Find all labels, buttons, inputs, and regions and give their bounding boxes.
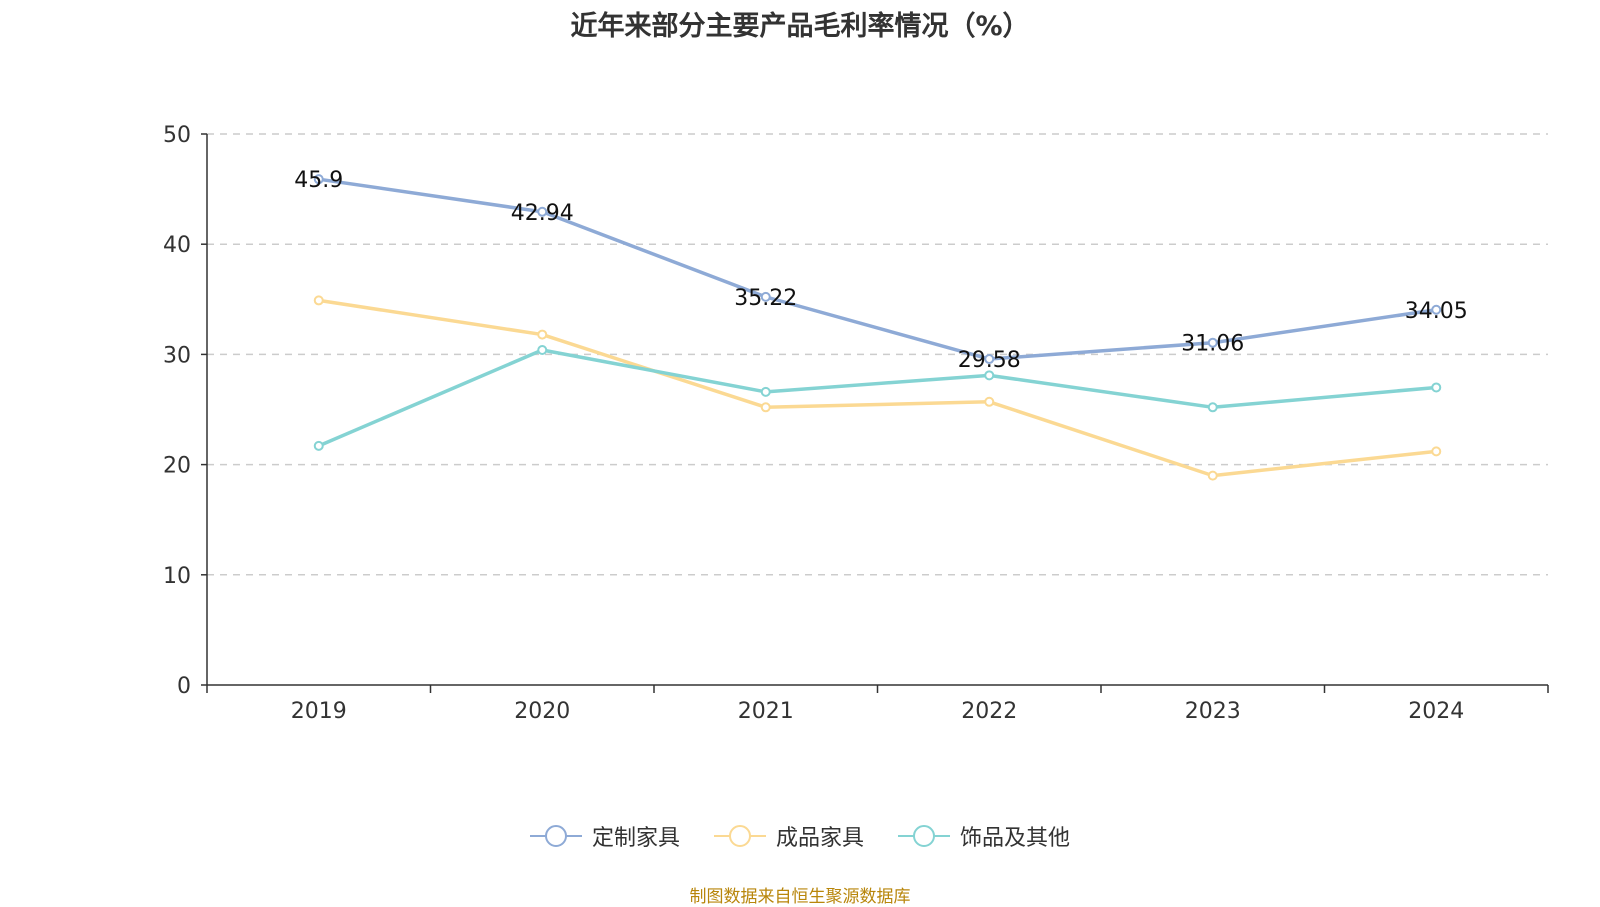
data-point [984, 354, 995, 365]
legend-swatch-icon [898, 825, 950, 847]
legend-item[interactable]: 成品家具 [713, 820, 864, 852]
x-tick-label: 2022 [961, 699, 1017, 724]
data-point [537, 329, 548, 340]
data-point [760, 402, 771, 413]
y-tick-label: 0 [177, 674, 191, 699]
x-tick-label: 2021 [738, 699, 794, 724]
data-point [1207, 470, 1218, 481]
data-label: 31.06 [1181, 332, 1244, 357]
x-tick-label: 2024 [1408, 699, 1464, 724]
source-note: 制图数据来自恒生聚源数据库 [689, 887, 911, 907]
chart-title: 近年来部分主要产品毛利率情况（%） [570, 11, 1030, 42]
x-tick-label: 2020 [514, 699, 570, 724]
series-line [318, 298, 1437, 478]
data-point [1431, 304, 1442, 315]
data-point [1431, 382, 1442, 393]
series-line [318, 177, 1437, 361]
data-point [313, 174, 324, 185]
x-tick-label: 2019 [291, 699, 347, 724]
y-tick-label: 40 [163, 233, 191, 258]
axes: 0 10 20 30 40 50 2019 2020 2021 2022 2023 2024 [163, 123, 1549, 724]
legend-item[interactable]: 饰品及其他 [898, 820, 1070, 852]
y-tick-label: 50 [163, 123, 191, 148]
data-point [984, 396, 995, 407]
data-label: 42.94 [511, 201, 574, 226]
grid-lines [207, 133, 1548, 576]
data-point [537, 206, 548, 217]
data-point [1207, 402, 1218, 413]
legend-label: 成品家具 [775, 826, 864, 851]
data-point [313, 440, 324, 451]
data-label: 35.22 [734, 286, 797, 311]
legend: 定制家具 成品家具 饰品及其他 [0, 820, 1600, 852]
y-tick-label: 30 [163, 343, 191, 368]
series-line [318, 348, 1437, 448]
data-point [984, 370, 995, 381]
legend-swatch-icon [529, 825, 582, 847]
y-tick-label: 10 [163, 564, 191, 589]
legend-swatch-icon [713, 825, 766, 847]
legend-label: 定制家具 [591, 826, 680, 851]
legend-label: 饰品及其他 [960, 826, 1071, 851]
data-point [537, 344, 548, 355]
data-point [313, 295, 324, 306]
data-point [760, 386, 771, 397]
data-point [1431, 446, 1442, 457]
data-label: 29.58 [958, 348, 1021, 373]
data-label: 34.05 [1405, 299, 1468, 324]
y-tick-label: 20 [163, 454, 191, 479]
data-labels: 45.9 42.94 35.22 29.58 31.06 34.05 [294, 168, 1467, 373]
legend-item[interactable]: 定制家具 [529, 820, 680, 852]
data-point [760, 291, 771, 302]
data-label: 45.9 [294, 168, 343, 193]
data-point [1207, 337, 1218, 348]
series [313, 174, 1442, 481]
x-tick-label: 2023 [1185, 699, 1241, 724]
